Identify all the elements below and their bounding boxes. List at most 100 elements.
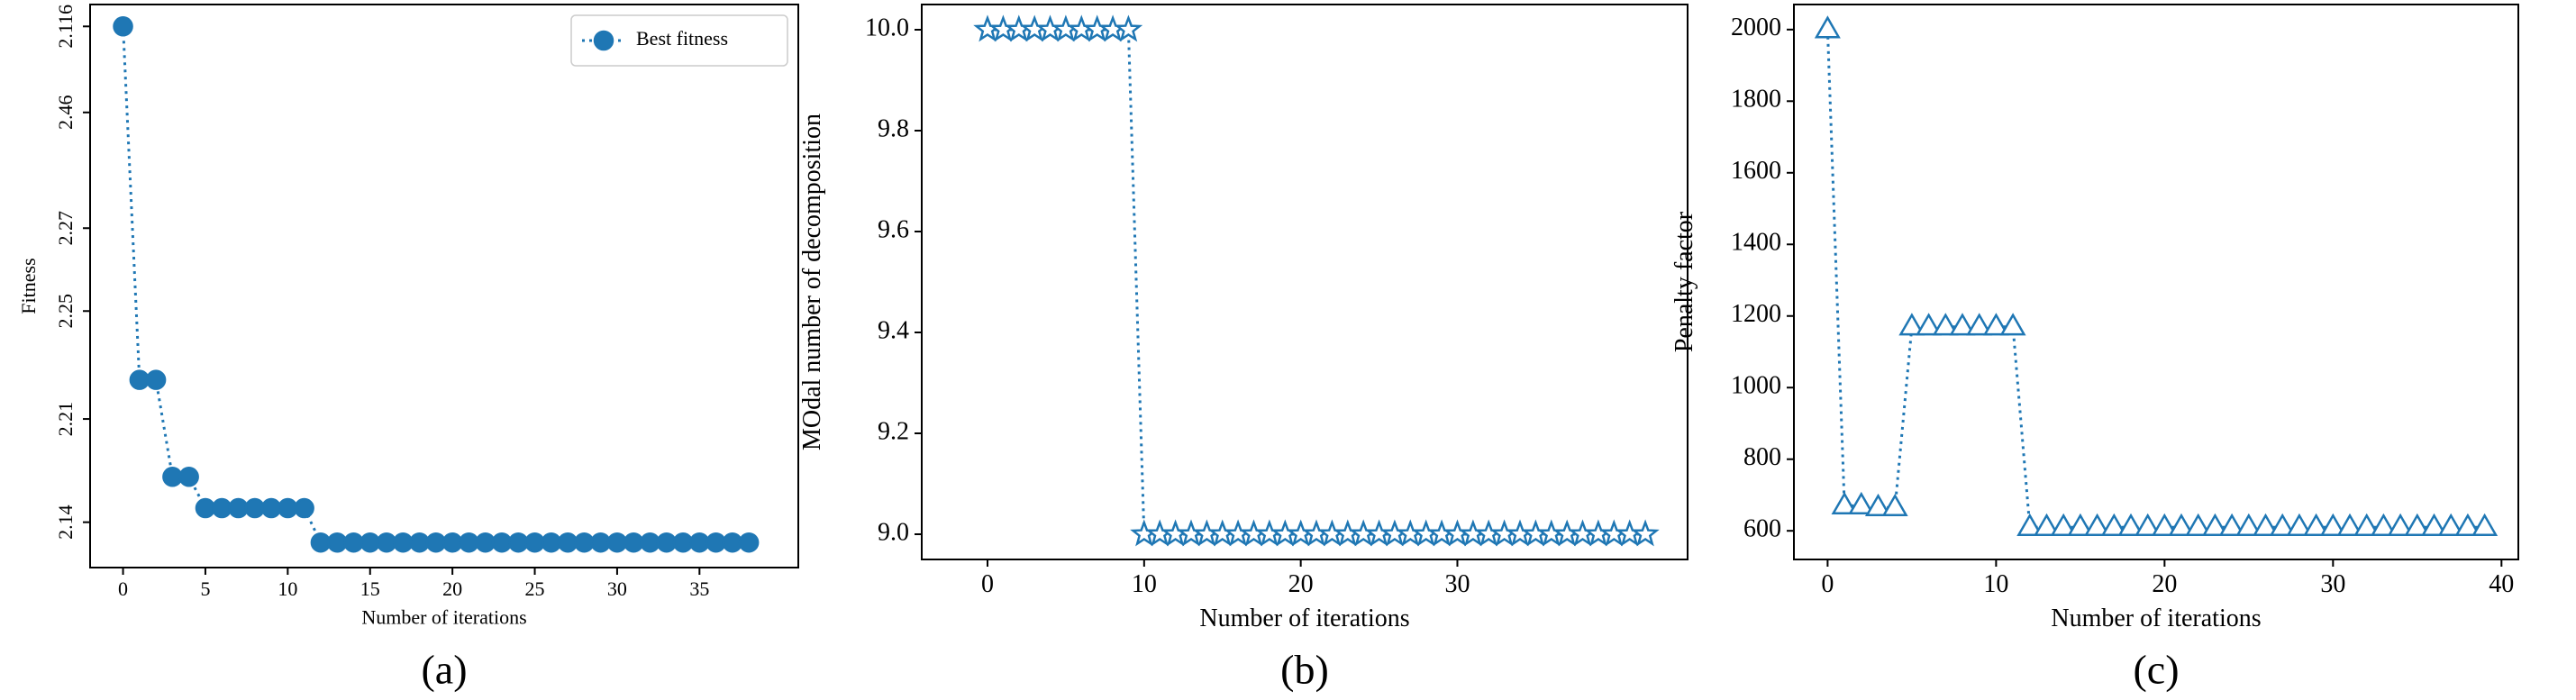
y-tick-label: 800 [1743,443,1781,471]
legend-label: Best fitness [636,27,728,50]
marker [2421,513,2448,536]
marker [459,532,479,553]
marker [2050,513,2077,536]
marker [656,532,678,553]
marker [1916,313,1943,336]
x-tick-label: 10 [1132,570,1157,598]
marker [2135,513,2162,536]
marker [475,532,496,553]
x-tick-label: 10 [278,577,297,600]
x-tick-label: 0 [118,577,128,600]
y-tick-label: 9.0 [878,518,909,546]
marker [2235,513,2262,536]
marker [574,532,595,553]
marker [2319,513,2346,536]
y-tick-label: 1800 [1731,86,1781,114]
marker [1881,493,1908,517]
marker [2218,513,2245,536]
x-tick-label: 5 [200,577,210,600]
marker [393,532,414,553]
marker [211,497,232,519]
marker [278,497,298,519]
marker [178,467,199,487]
marker [129,369,150,390]
marker [2100,513,2127,536]
marker [1982,313,2009,336]
marker [689,532,710,553]
marker [541,532,562,553]
y-axis-label: Fitness [17,258,40,314]
x-axis-label: Number of iterations [361,605,526,628]
marker [244,497,266,519]
axes-frame [89,4,799,568]
x-axis-label: Number of iterations [1199,605,1409,632]
marker [738,532,760,553]
marker [2437,513,2464,536]
y-tick-label: 2.46 [54,95,77,130]
x-tick-label: 40 [2489,570,2514,598]
x-tick-label: 35 [689,577,709,600]
series-line [988,28,1646,536]
marker [2201,513,2228,536]
y-tick-label: 9.8 [878,114,909,142]
marker [162,467,183,487]
marker [2033,513,2060,536]
marker [1999,313,2026,336]
y-tick-label: 1400 [1731,229,1781,257]
marker [590,532,611,553]
marker [2016,513,2044,536]
axes-frame [921,4,1689,560]
marker [2117,513,2144,536]
marker [1814,15,1841,39]
axes-frame [1793,4,2519,560]
x-tick-label: 30 [1444,570,1470,598]
x-tick-label: 20 [2152,570,2177,598]
x-tick-label: 10 [1983,570,2008,598]
x-tick-label: 25 [525,577,545,600]
marker [1949,313,1976,336]
y-tick-label: 10.0 [865,14,909,41]
marker [425,532,447,553]
marker [557,532,578,553]
marker [2084,513,2111,536]
marker [376,532,397,553]
marker [2269,513,2296,536]
marker [2387,513,2414,536]
marker [722,532,743,553]
marker [606,532,628,553]
marker [145,369,167,390]
series-line [122,26,750,544]
marker [326,532,348,553]
marker [623,532,644,553]
marker [2303,513,2330,536]
marker [2286,513,2313,536]
legend-marker [593,30,614,51]
marker [2370,513,2397,536]
marker [524,532,545,553]
y-tick-label: 9.4 [878,316,909,344]
marker [409,532,430,553]
y-tick-label: 2000 [1731,14,1781,41]
y-tick-label: 9.6 [878,215,909,243]
marker [1932,313,1959,336]
marker [2067,513,2094,536]
marker [441,532,463,553]
marker [1631,519,1660,547]
x-tick-label: 15 [360,577,380,600]
marker [2353,513,2380,536]
caption: (c) [2133,647,2179,693]
marker [294,497,314,519]
marker [2151,513,2178,536]
marker [2471,513,2499,536]
y-axis-label: MOdal number of decomposition [798,114,826,450]
y-tick-label: 600 [1743,515,1781,543]
legend-box [570,14,788,67]
marker [310,532,332,553]
y-tick-label: 2.21 [54,402,77,437]
x-tick-label: 30 [2320,570,2345,598]
caption: (a) [421,647,467,693]
marker [672,532,694,553]
marker [1898,313,1925,336]
x-axis-label: Number of iterations [2051,605,2261,632]
series-line [1825,29,2485,529]
